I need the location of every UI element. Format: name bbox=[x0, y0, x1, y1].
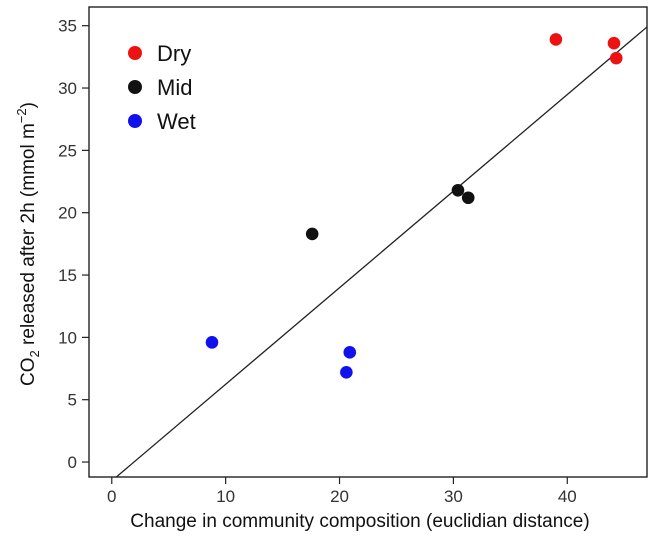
y-tick-label: 15 bbox=[58, 266, 77, 285]
y-tick-label: 5 bbox=[68, 391, 77, 410]
y-tick-label: 25 bbox=[58, 141, 77, 160]
x-tick-label: 40 bbox=[558, 487, 577, 506]
data-point-dry bbox=[609, 51, 623, 65]
y-tick-label: 10 bbox=[58, 328, 77, 347]
legend-marker-mid bbox=[128, 80, 142, 94]
data-point-dry bbox=[549, 33, 563, 46]
y-axis-label-prefix: CO bbox=[18, 357, 39, 386]
y-axis-label-suffix: ) bbox=[18, 102, 39, 108]
plot-frame bbox=[88, 6, 648, 478]
y-axis-label: CO2 released after 2h (mmol m−2) bbox=[14, 102, 42, 386]
data-point-dry bbox=[607, 36, 621, 50]
y-axis-label-superscript: −2 bbox=[14, 108, 29, 123]
y-tick-label: 30 bbox=[58, 79, 77, 98]
y-tick-label: 20 bbox=[58, 204, 77, 223]
legend-label-dry: Dry bbox=[157, 41, 191, 66]
y-tick-label: 0 bbox=[68, 453, 77, 472]
x-axis-label: Change in community composition (euclidi… bbox=[130, 511, 589, 532]
data-point-wet bbox=[340, 365, 353, 379]
legend-marker-dry bbox=[128, 46, 142, 60]
y-tick-label: 35 bbox=[58, 17, 77, 36]
x-tick-label: 0 bbox=[107, 487, 116, 506]
x-tick-label: 20 bbox=[330, 487, 349, 506]
x-tick-label: 30 bbox=[444, 487, 463, 506]
legend-marker-wet bbox=[128, 114, 142, 128]
data-point-mid bbox=[451, 183, 465, 197]
legend-label-mid: Mid bbox=[157, 75, 192, 100]
y-axis-label-middle: released after 2h (mmol m bbox=[18, 123, 39, 350]
data-point-wet bbox=[343, 346, 357, 359]
regression-line bbox=[115, 26, 647, 477]
x-tick-label: 10 bbox=[216, 487, 235, 506]
data-point-mid bbox=[305, 227, 319, 241]
y-axis-label-subscript: 2 bbox=[27, 350, 42, 357]
data-point-wet bbox=[205, 336, 219, 349]
legend-label-wet: Wet bbox=[157, 109, 196, 134]
data-point-mid bbox=[461, 191, 475, 205]
